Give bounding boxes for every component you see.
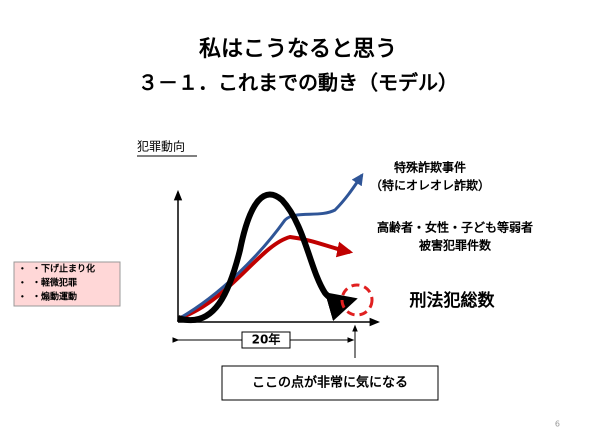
side-box	[13, 261, 121, 307]
bullet: •	[20, 265, 25, 274]
subtitle: ３－１．これまでの動き（モデル）	[138, 71, 458, 95]
page-number: 6	[555, 420, 560, 429]
note-box	[221, 365, 439, 401]
annotation: （特にオレオレ詐欺）	[370, 178, 490, 193]
black-curve	[177, 191, 358, 323]
annotation: 被害犯罪件数	[419, 238, 492, 253]
annotation: 刑法犯総数	[410, 290, 496, 311]
period-box	[241, 331, 291, 349]
red-curve	[179, 234, 354, 320]
list-item: ・下げ止まり化	[32, 263, 95, 275]
list-item: ・軽微犯罪	[32, 277, 77, 289]
annotation: 高齢者・女性・子ども等弱者	[377, 220, 533, 235]
diagram-label: 犯罪動向	[137, 139, 185, 154]
bullet: •	[20, 293, 25, 302]
list-item: ・煽動運動	[32, 291, 77, 303]
note: ここの点が非常に気になる	[252, 375, 408, 391]
annotation: 特殊詐欺事件	[394, 160, 466, 175]
highlight-circle	[340, 283, 374, 317]
period-label: 20年	[252, 332, 281, 347]
bullet: •	[20, 279, 25, 288]
title: 私はこうなると思う	[199, 37, 397, 62]
